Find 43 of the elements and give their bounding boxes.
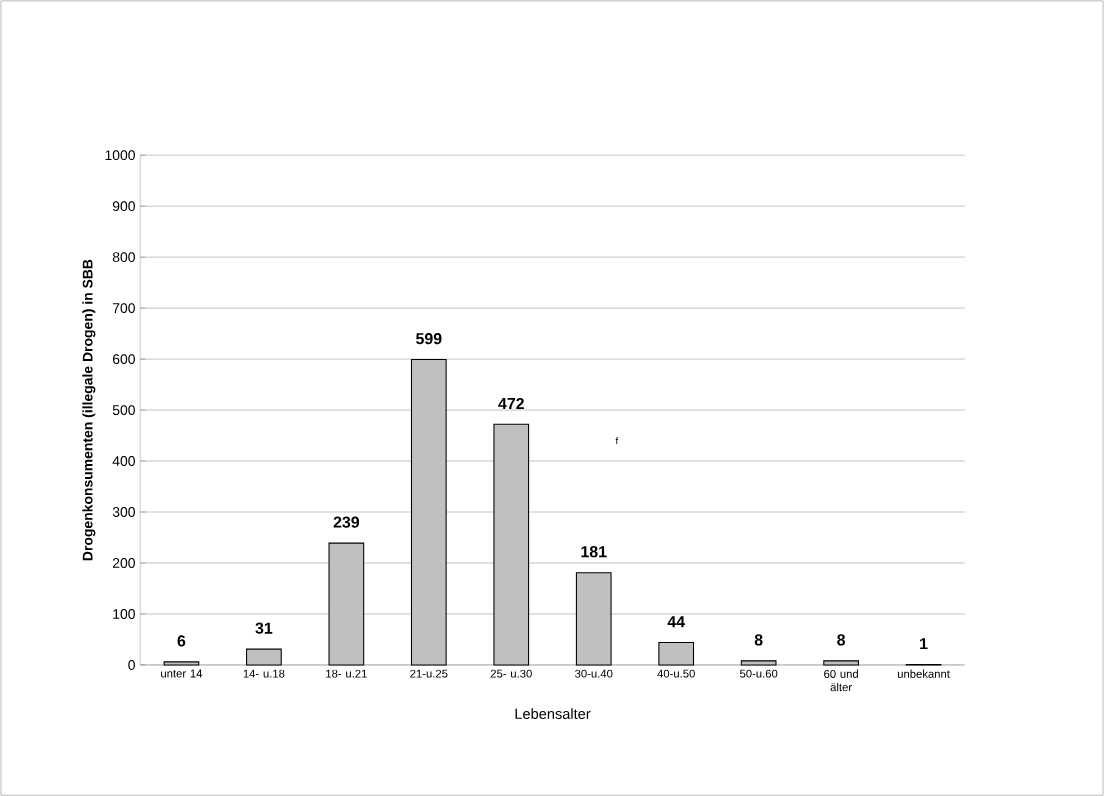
bar — [246, 648, 282, 666]
data-label: 31 — [255, 622, 273, 634]
data-label: 472 — [498, 397, 524, 409]
x-axis-title: Lebensalter — [515, 708, 591, 719]
x-tick-label: 50-u.60 — [739, 669, 778, 678]
y-tick-label: 300 — [112, 507, 135, 517]
data-label: 8 — [754, 634, 763, 646]
x-tick-label: 14- u.18 — [243, 669, 285, 678]
x-tick-label: unter 14 — [161, 669, 203, 678]
data-label: 6 — [177, 635, 186, 647]
data-label: 181 — [581, 546, 607, 558]
x-tick-label: 30-u.40 — [575, 669, 613, 678]
bar — [410, 359, 447, 666]
data-label: 44 — [667, 616, 685, 628]
y-tick-label: 0 — [128, 659, 135, 670]
y-tick-label: 600 — [112, 354, 135, 364]
data-label: 1 — [920, 638, 928, 650]
bar — [740, 660, 777, 666]
x-tick-label: 21-u.25 — [410, 669, 448, 678]
y-tick-label: 800 — [112, 252, 135, 263]
x-tick-label: 60 und älter — [824, 669, 858, 692]
y-tick-label: 900 — [112, 201, 135, 212]
x-tick-label: unbekannt — [897, 669, 950, 678]
bar — [493, 423, 530, 666]
y-tick-label: 100 — [113, 608, 135, 619]
bar — [575, 572, 612, 666]
y-tick-label: 400 — [112, 456, 135, 466]
bar — [328, 542, 365, 666]
bar — [163, 661, 200, 666]
data-label: 8 — [837, 634, 846, 646]
data-label: 239 — [333, 516, 360, 528]
bar — [823, 660, 859, 666]
annotation: f — [615, 437, 619, 444]
y-tick-label: 500 — [112, 405, 135, 415]
y-axis-title: Drogenkonsumenten (illegale Drogen) in SBB — [82, 259, 96, 561]
x-tick-label: 25- u.30 — [490, 669, 532, 678]
y-tick-label: 200 — [112, 558, 135, 568]
x-tick-label: 40-u.50 — [657, 669, 695, 678]
y-tick-label: 1000 — [105, 150, 135, 161]
y-tick-label: 700 — [112, 303, 135, 313]
bar — [658, 641, 695, 666]
data-label: 599 — [416, 332, 442, 345]
x-tick-label: 18- u.21 — [326, 669, 367, 678]
